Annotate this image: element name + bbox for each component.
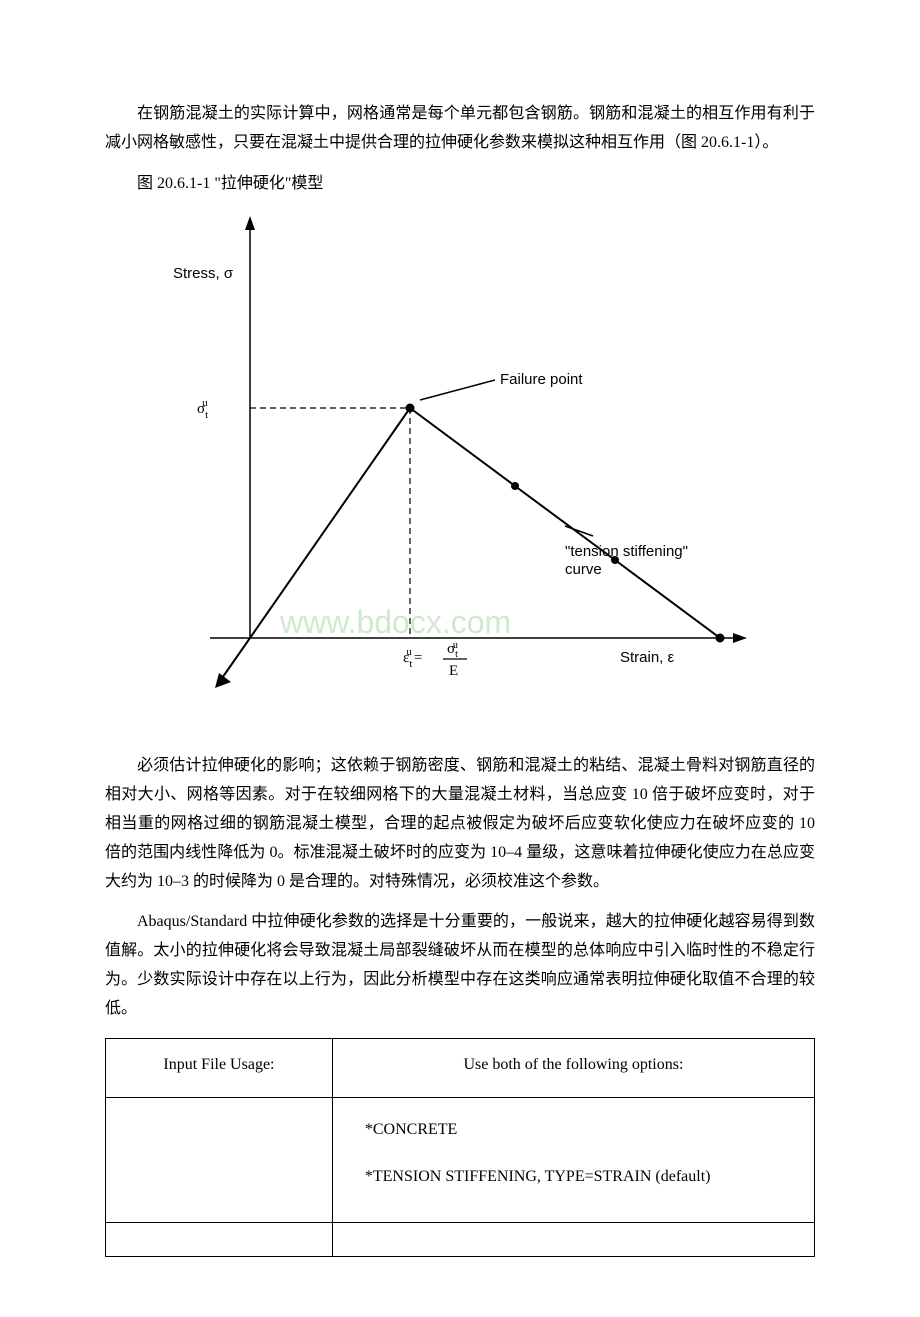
pre-origin-line	[220, 638, 250, 681]
failure-point-label: Failure point	[500, 371, 583, 388]
end-point	[716, 634, 725, 643]
table-cell-right-body: *CONCRETE *TENSION STIFFENING, TYPE=STRA…	[332, 1098, 814, 1223]
figure-caption: 图 20.6.1-1 "拉伸硬化"模型	[105, 170, 815, 199]
watermark-text: www.bdocx.com	[279, 604, 511, 640]
failure-leader	[420, 380, 495, 400]
table-row: Input File Usage: Use both of the follow…	[106, 1038, 815, 1098]
mid-point-1	[511, 482, 519, 490]
peak-point	[406, 404, 415, 413]
table-cell-right: Use both of the following options:	[332, 1038, 814, 1098]
x-axis-label: Strain, ε	[620, 649, 675, 666]
y-axis-label: Stress, σ	[173, 265, 234, 282]
table-row: *CONCRETE *TENSION STIFFENING, TYPE=STRA…	[106, 1098, 815, 1223]
table-row	[106, 1222, 815, 1256]
x-axis-arrow	[733, 633, 747, 643]
right-header: Use both of the following options:	[347, 1051, 800, 1080]
y-axis-arrow	[245, 216, 255, 230]
epsilon-formula: εtu=	[403, 646, 422, 670]
usage-table: Input File Usage: Use both of the follow…	[105, 1038, 815, 1257]
table-cell-empty	[106, 1098, 333, 1223]
tension-stiffening-chart: www.bdocx.com Stress, σ σtu	[105, 208, 815, 708]
sigma-u-label: σtu	[197, 397, 208, 421]
table-cell-left-header: Input File Usage:	[106, 1038, 333, 1098]
tension-label-1: "tension stiffening"	[565, 543, 688, 560]
fall-seg-3	[615, 560, 720, 638]
fall-seg-1	[410, 408, 515, 486]
right-line-1: *CONCRETE	[365, 1116, 800, 1145]
fraction-den: E	[449, 663, 458, 679]
table-cell-empty-3	[332, 1222, 814, 1256]
right-line-2: *TENSION STIFFENING, TYPE=STRAIN (defaul…	[365, 1163, 800, 1192]
fraction-num: σtu	[447, 640, 458, 660]
paragraph-3: Abaqus/Standard 中拉伸硬化参数的选择是十分重要的，一般说来，越大…	[105, 908, 815, 1023]
chart-svg: www.bdocx.com Stress, σ σtu	[165, 208, 755, 708]
paragraph-1: 在钢筋混凝土的实际计算中，网格通常是每个单元都包含钢筋。钢筋和混凝土的相互作用有…	[105, 100, 815, 158]
paragraph-2: 必须估计拉伸硬化的影响；这依赖于钢筋密度、钢筋和混凝土的粘结、混凝土骨料对钢筋直…	[105, 752, 815, 896]
table-cell-empty-2	[106, 1222, 333, 1256]
tension-label-2: curve	[565, 561, 602, 578]
